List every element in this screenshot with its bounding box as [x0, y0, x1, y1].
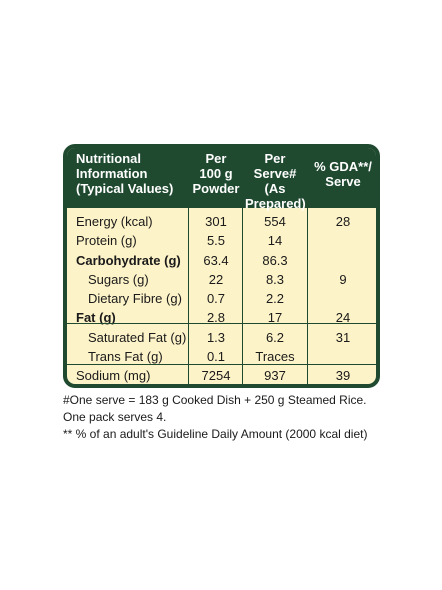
value-per-100g: 22	[208, 271, 224, 287]
value-per-serve: 937	[264, 368, 286, 384]
value-per-100g: 5.5	[206, 233, 226, 249]
value-per-100g: 301	[205, 214, 227, 229]
nutrient-name: Dietary Fibre (g)	[88, 291, 182, 307]
value-per-serve: 14	[267, 233, 283, 249]
footnote-gda: ** % of an adult's Guideline Daily Amoun…	[63, 427, 368, 441]
header-gda: % GDA**/ Serve	[314, 159, 372, 189]
value-per-serve: 554	[264, 214, 286, 229]
column-divider	[188, 208, 189, 384]
column-divider	[242, 208, 243, 384]
nutrient-name: Sugars (g)	[88, 271, 149, 287]
table-header: Nutritional Information (Typical Values)…	[67, 148, 376, 211]
value-gda: 9	[339, 271, 347, 287]
footnotes: #One serve = 183 g Cooked Dish + 250 g S…	[63, 392, 383, 443]
value-per-100g: 63.4	[203, 252, 229, 268]
nutrition-table: Nutritional Information (Typical Values)…	[63, 144, 380, 388]
table-row: Trans Fat (g) 0.1 Traces	[67, 347, 376, 366]
value-gda: 24	[335, 310, 351, 326]
value-per-100g: 2.8	[206, 310, 226, 326]
table-row: Sugars (g) 22 8.3 9	[67, 270, 376, 289]
value-per-100g: 7254	[201, 368, 231, 384]
table-row: Protein (g) 5.5 14	[67, 231, 376, 250]
value-per-serve: 6.2	[265, 329, 285, 345]
footnote-pack: One pack serves 4.	[63, 410, 167, 424]
table-body: Energy (kcal) 301 554 28 Protein (g) 5.5…	[67, 212, 376, 384]
table-row: Dietary Fibre (g) 0.7 2.2	[67, 289, 376, 308]
footnote-serve: #One serve = 183 g Cooked Dish + 250 g S…	[63, 393, 367, 407]
value-per-serve: 2.2	[265, 291, 285, 307]
nutrient-name: Sodium (mg)	[76, 368, 151, 384]
value-gda: 31	[335, 329, 351, 345]
nutrient-name: Saturated Fat (g)	[88, 329, 187, 345]
value-per-serve: 17	[267, 310, 283, 326]
column-divider	[307, 208, 308, 384]
header-per-100g: Per 100 g Powder	[192, 151, 240, 196]
table-row: Sodium (mg) 7254 937 39	[67, 366, 376, 384]
value-per-100g: 0.7	[206, 291, 226, 307]
value-per-100g: 1.3	[206, 329, 226, 345]
table-row: Fat (g) 2.8 17 24	[67, 308, 376, 327]
header-per-serve: Per Serve# (As Prepared)	[245, 151, 306, 211]
header-nutritional-information: Nutritional Information (Typical Values)	[76, 151, 174, 196]
row-divider	[67, 364, 376, 365]
nutrient-name: Trans Fat (g)	[88, 349, 163, 365]
table-row: Saturated Fat (g) 1.3 6.2 31	[67, 328, 376, 347]
table-row: Carbohydrate (g) 63.4 86.3	[67, 251, 376, 270]
nutrient-name: Energy (kcal)	[76, 214, 153, 229]
row-divider	[67, 323, 376, 324]
table-row: Energy (kcal) 301 554 28	[67, 212, 376, 231]
nutrient-name: Carbohydrate (g)	[76, 252, 181, 268]
value-per-serve: 86.3	[262, 252, 288, 268]
value-gda: 39	[335, 368, 351, 384]
value-per-100g: 0.1	[206, 349, 226, 365]
nutrient-name: Fat (g)	[76, 310, 116, 326]
nutrient-name: Protein (g)	[76, 233, 137, 249]
value-per-serve: 8.3	[265, 271, 285, 287]
value-gda: 28	[335, 214, 351, 229]
value-per-serve: Traces	[255, 349, 295, 365]
